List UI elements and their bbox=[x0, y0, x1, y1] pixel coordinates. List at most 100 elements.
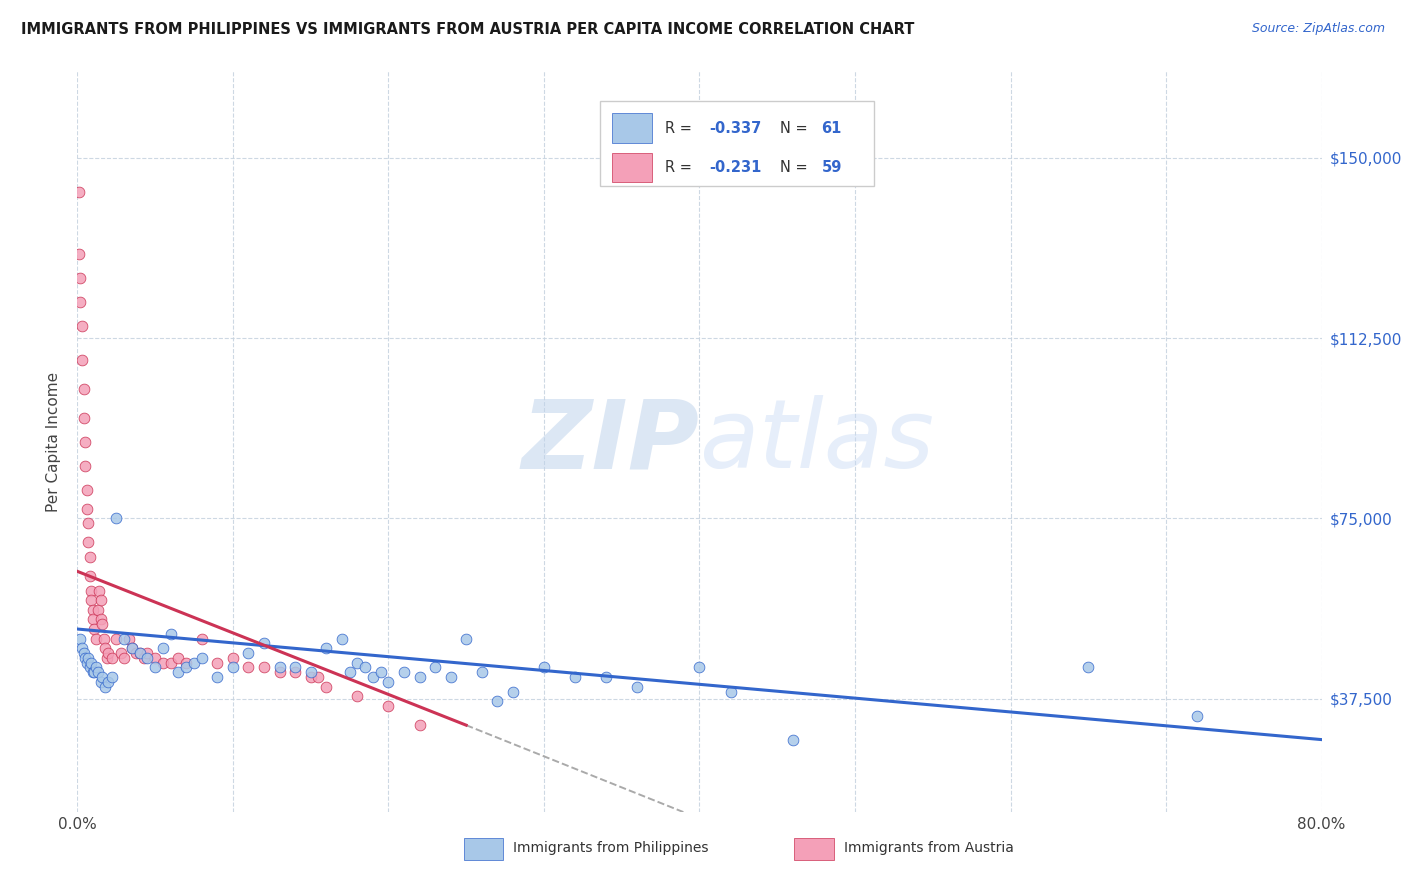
Point bbox=[354, 660, 377, 674]
Bar bbox=[613, 113, 652, 143]
Text: 61: 61 bbox=[821, 120, 842, 136]
Point bbox=[238, 646, 260, 660]
Point bbox=[91, 617, 114, 632]
Point bbox=[125, 646, 148, 660]
Point bbox=[69, 295, 91, 310]
Point bbox=[315, 680, 337, 694]
Point bbox=[121, 641, 143, 656]
Text: atlas: atlas bbox=[700, 395, 935, 488]
Point bbox=[361, 670, 384, 684]
Point bbox=[533, 660, 555, 674]
Point bbox=[377, 674, 399, 689]
Point bbox=[346, 690, 368, 704]
Point bbox=[167, 651, 190, 665]
Point bbox=[77, 516, 100, 531]
Point bbox=[79, 569, 101, 583]
Point bbox=[207, 656, 229, 670]
Point bbox=[84, 660, 107, 674]
Point bbox=[76, 483, 98, 497]
Point bbox=[86, 665, 108, 680]
Point bbox=[70, 641, 93, 656]
Point bbox=[83, 622, 105, 636]
Point bbox=[90, 593, 112, 607]
Point bbox=[626, 680, 648, 694]
Point bbox=[191, 632, 214, 646]
Point bbox=[174, 656, 197, 670]
Point bbox=[456, 632, 478, 646]
Point bbox=[440, 670, 463, 684]
Point bbox=[72, 646, 94, 660]
Point bbox=[100, 651, 122, 665]
Point bbox=[238, 660, 260, 674]
FancyBboxPatch shape bbox=[600, 101, 873, 186]
Point bbox=[67, 247, 90, 261]
Point bbox=[83, 665, 105, 680]
Point bbox=[207, 670, 229, 684]
Text: -0.231: -0.231 bbox=[710, 160, 762, 175]
Point bbox=[79, 549, 101, 564]
Point bbox=[782, 732, 804, 747]
Point bbox=[69, 271, 91, 285]
Point bbox=[174, 660, 197, 674]
Point bbox=[77, 651, 100, 665]
Point bbox=[720, 684, 742, 698]
Bar bbox=[794, 838, 834, 860]
Point bbox=[82, 665, 104, 680]
Point bbox=[112, 651, 135, 665]
Point bbox=[284, 660, 307, 674]
Point bbox=[80, 656, 103, 670]
Text: ZIP: ZIP bbox=[522, 395, 700, 488]
Point bbox=[90, 612, 112, 626]
Point bbox=[423, 660, 446, 674]
Point bbox=[1187, 708, 1209, 723]
Point bbox=[77, 535, 100, 549]
Point bbox=[70, 319, 93, 334]
Point bbox=[75, 458, 97, 473]
Point bbox=[307, 670, 329, 684]
Point bbox=[128, 646, 150, 660]
Point bbox=[143, 660, 166, 674]
Point bbox=[70, 352, 93, 367]
Point bbox=[269, 665, 291, 680]
Point bbox=[471, 665, 494, 680]
Point bbox=[377, 698, 399, 713]
Point bbox=[91, 670, 114, 684]
Point bbox=[339, 665, 361, 680]
Point bbox=[100, 670, 122, 684]
Text: N =: N = bbox=[780, 120, 813, 136]
Point bbox=[96, 651, 118, 665]
Point bbox=[152, 641, 174, 656]
Point bbox=[75, 434, 97, 449]
Point bbox=[253, 636, 276, 650]
Point bbox=[112, 632, 135, 646]
Text: Immigrants from Austria: Immigrants from Austria bbox=[844, 841, 1014, 855]
Point bbox=[75, 651, 97, 665]
Point bbox=[90, 674, 112, 689]
Point bbox=[94, 641, 117, 656]
Point bbox=[67, 185, 90, 199]
Point bbox=[110, 646, 132, 660]
Point bbox=[80, 583, 103, 598]
Text: R =: R = bbox=[665, 120, 696, 136]
Point bbox=[69, 632, 91, 646]
Point bbox=[689, 660, 711, 674]
Bar bbox=[613, 153, 652, 182]
Point bbox=[84, 632, 107, 646]
Point bbox=[159, 627, 181, 641]
Point bbox=[72, 382, 94, 396]
Point bbox=[269, 660, 291, 674]
Point bbox=[76, 501, 98, 516]
Point bbox=[76, 656, 98, 670]
Text: IMMIGRANTS FROM PHILIPPINES VS IMMIGRANTS FROM AUSTRIA PER CAPITA INCOME CORRELA: IMMIGRANTS FROM PHILIPPINES VS IMMIGRANT… bbox=[21, 22, 914, 37]
Point bbox=[143, 651, 166, 665]
Point bbox=[93, 632, 115, 646]
Point bbox=[94, 680, 117, 694]
Point bbox=[97, 646, 120, 660]
Point bbox=[183, 656, 205, 670]
Point bbox=[121, 641, 143, 656]
Point bbox=[408, 718, 430, 732]
Point bbox=[105, 632, 128, 646]
Point bbox=[253, 660, 276, 674]
Point bbox=[86, 603, 108, 617]
Point bbox=[299, 670, 322, 684]
